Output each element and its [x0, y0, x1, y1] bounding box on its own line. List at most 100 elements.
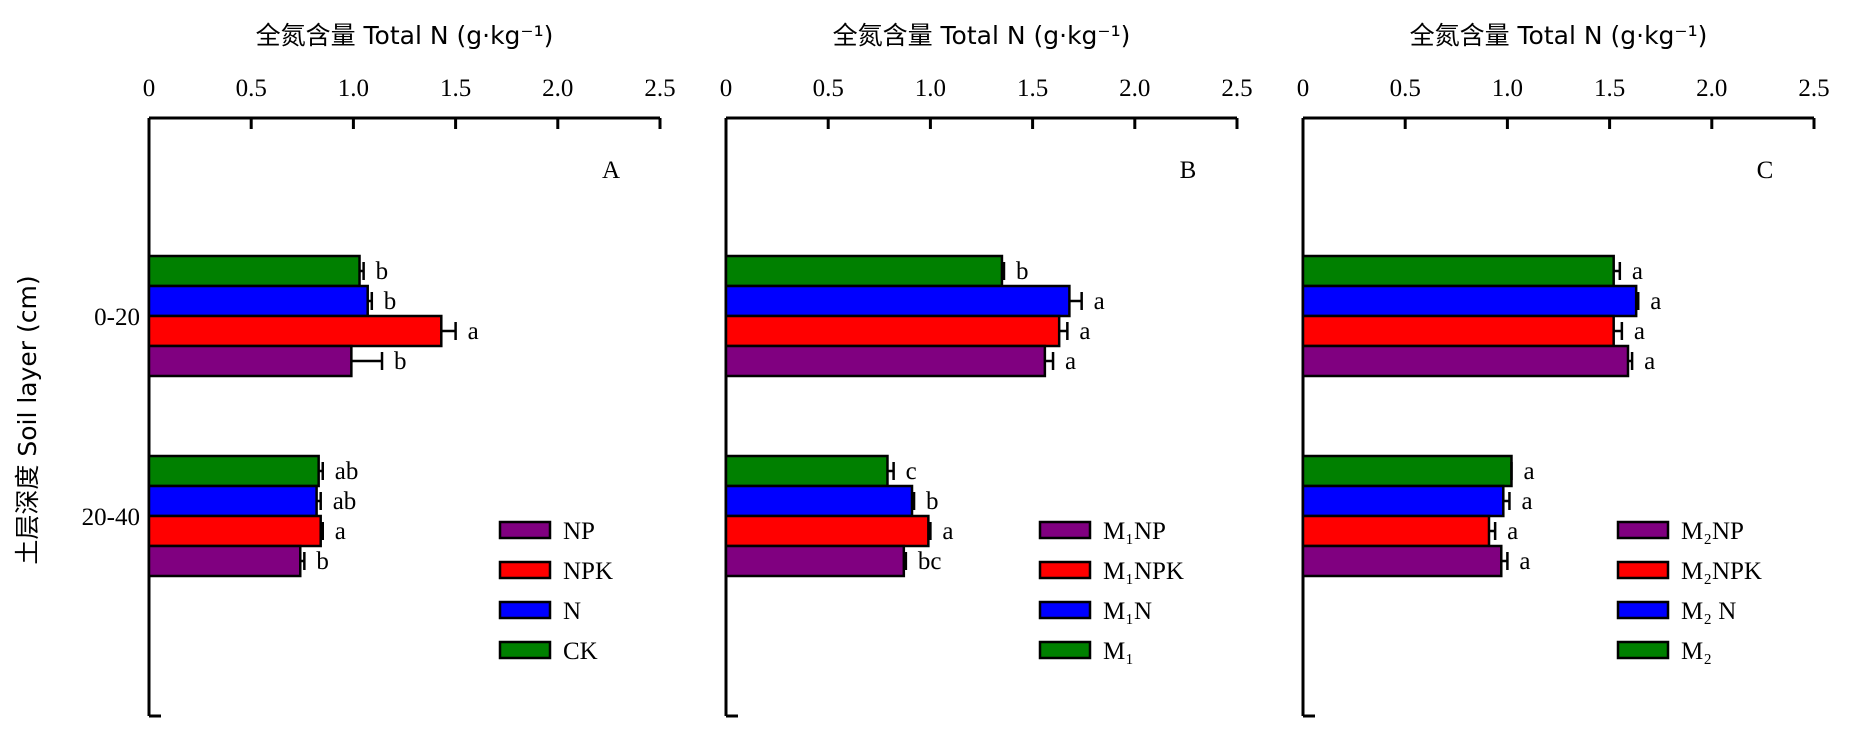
x-tick-label: 2.5: [1221, 75, 1252, 102]
x-tick-label: 2.5: [644, 75, 675, 102]
significance-letter: ab: [335, 458, 359, 485]
legend-label: M₂NPK: [1681, 558, 1762, 585]
x-tick-label: 1.5: [440, 75, 471, 102]
bar: [147, 514, 322, 548]
significance-letter: a: [1650, 288, 1661, 315]
legend-swatch: [1038, 520, 1092, 540]
bar: [147, 454, 320, 488]
significance-letter: b: [316, 548, 329, 575]
significance-letter: a: [1507, 518, 1518, 545]
bar: [724, 484, 914, 518]
significance-letter: a: [1644, 348, 1655, 375]
significance-letter: b: [394, 348, 407, 375]
x-tick-label: 2.0: [1696, 75, 1727, 102]
significance-letter: b: [384, 288, 397, 315]
bar: [724, 514, 930, 548]
significance-letter: a: [1634, 318, 1645, 345]
legend-swatch: [1038, 560, 1092, 580]
bar: [724, 314, 1061, 348]
legend-swatch: [498, 520, 552, 540]
x-tick-label: 0.5: [1390, 75, 1421, 102]
x-tick-label: 1.5: [1017, 75, 1048, 102]
bar: [147, 484, 318, 518]
bar: [724, 344, 1047, 378]
x-tick-label: 1.0: [1492, 75, 1523, 102]
panel-label: A: [602, 157, 620, 184]
legend-swatch: [1616, 600, 1670, 620]
significance-letter: a: [1094, 288, 1105, 315]
x-tick-label: 2.0: [542, 75, 573, 102]
significance-letter: ab: [333, 488, 357, 515]
x-tick-label: 1.0: [338, 75, 369, 102]
bar: [1301, 454, 1513, 488]
bar: [1301, 544, 1503, 578]
legend-swatch: [1616, 560, 1670, 580]
panel-label: B: [1180, 157, 1197, 184]
bar: [147, 254, 361, 288]
legend-label: M₁: [1103, 638, 1134, 665]
significance-letter: bc: [918, 548, 942, 575]
bar: [147, 544, 302, 578]
significance-letter: a: [942, 518, 953, 545]
category-label: 0-20: [94, 304, 140, 331]
bar: [147, 344, 353, 378]
significance-letter: a: [1065, 348, 1076, 375]
significance-letter: a: [468, 318, 479, 345]
chart-panel-a: 全氮含量 Total N (g·kg⁻¹) 0 0.5 1.0 1.5 2.0 2.5 A 0-…: [82, 21, 676, 718]
bar: [147, 314, 443, 348]
legend-swatch: [498, 640, 552, 660]
chart-panel-c: 全氮含量 Total N (g·kg⁻¹)0 0.5 1.0 1.5 2.0 2.5Caa…: [1297, 21, 1830, 718]
legend-label: M₂: [1681, 638, 1712, 665]
significance-letter: a: [1632, 258, 1643, 285]
legend-swatch: [1038, 640, 1092, 660]
bar: [1301, 514, 1491, 548]
significance-letter: b: [376, 258, 389, 285]
x-tick-label: 2.0: [1119, 75, 1150, 102]
bar: [147, 284, 369, 318]
bar: [1301, 314, 1615, 348]
x-axis-title: 全氮含量 Total N (g·kg⁻¹): [833, 21, 1131, 50]
significance-letter: a: [1521, 488, 1532, 515]
category-label: 20-40: [82, 504, 140, 531]
bar: [1301, 344, 1630, 378]
legend-label: M₂NP: [1681, 518, 1744, 545]
significance-letter: a: [1523, 458, 1534, 485]
x-tick-label: 0: [143, 75, 156, 102]
x-tick-label: 0.5: [813, 75, 844, 102]
x-tick-label: 0: [1297, 75, 1310, 102]
y-axis-label: 土层深度 Soil layer (cm): [13, 275, 42, 564]
legend-label: N: [563, 598, 581, 625]
significance-letter: a: [1519, 548, 1530, 575]
legend-label: M₁N: [1103, 598, 1152, 625]
legend-swatch: [498, 560, 552, 580]
legend-label: NPK: [563, 558, 613, 585]
x-tick-label: 2.5: [1798, 75, 1829, 102]
bar: [1301, 254, 1615, 288]
legend-swatch: [1616, 640, 1670, 660]
legend-swatch: [1616, 520, 1670, 540]
bar: [1301, 284, 1638, 318]
significance-letter: a: [335, 518, 346, 545]
panel-label: C: [1757, 157, 1774, 184]
bar: [724, 544, 906, 578]
significance-letter: b: [1016, 258, 1029, 285]
x-tick-label: 1.5: [1594, 75, 1625, 102]
significance-letter: b: [926, 488, 939, 515]
legend-label: CK: [563, 638, 598, 665]
significance-letter: a: [1079, 318, 1090, 345]
legend-label: M₁NP: [1103, 518, 1166, 545]
x-axis-title: 全氮含量 Total N (g·kg⁻¹): [256, 21, 554, 50]
x-tick-label: 0: [720, 75, 733, 102]
bar: [724, 254, 1004, 288]
x-axis-title: 全氮含量 Total N (g·kg⁻¹): [1410, 21, 1708, 50]
bar: [724, 284, 1071, 318]
bar: [1301, 484, 1505, 518]
x-tick-label: 1.0: [915, 75, 946, 102]
bar: [724, 454, 889, 488]
chart-panel-b: 全氮含量 Total N (g·kg⁻¹)0 0.5 1.0 1.5 2.0 2.5Bbc…: [720, 21, 1253, 718]
legend-label: NP: [563, 518, 595, 545]
legend-swatch: [498, 600, 552, 620]
legend-label: M₁NPK: [1103, 558, 1184, 585]
significance-letter: c: [906, 458, 917, 485]
